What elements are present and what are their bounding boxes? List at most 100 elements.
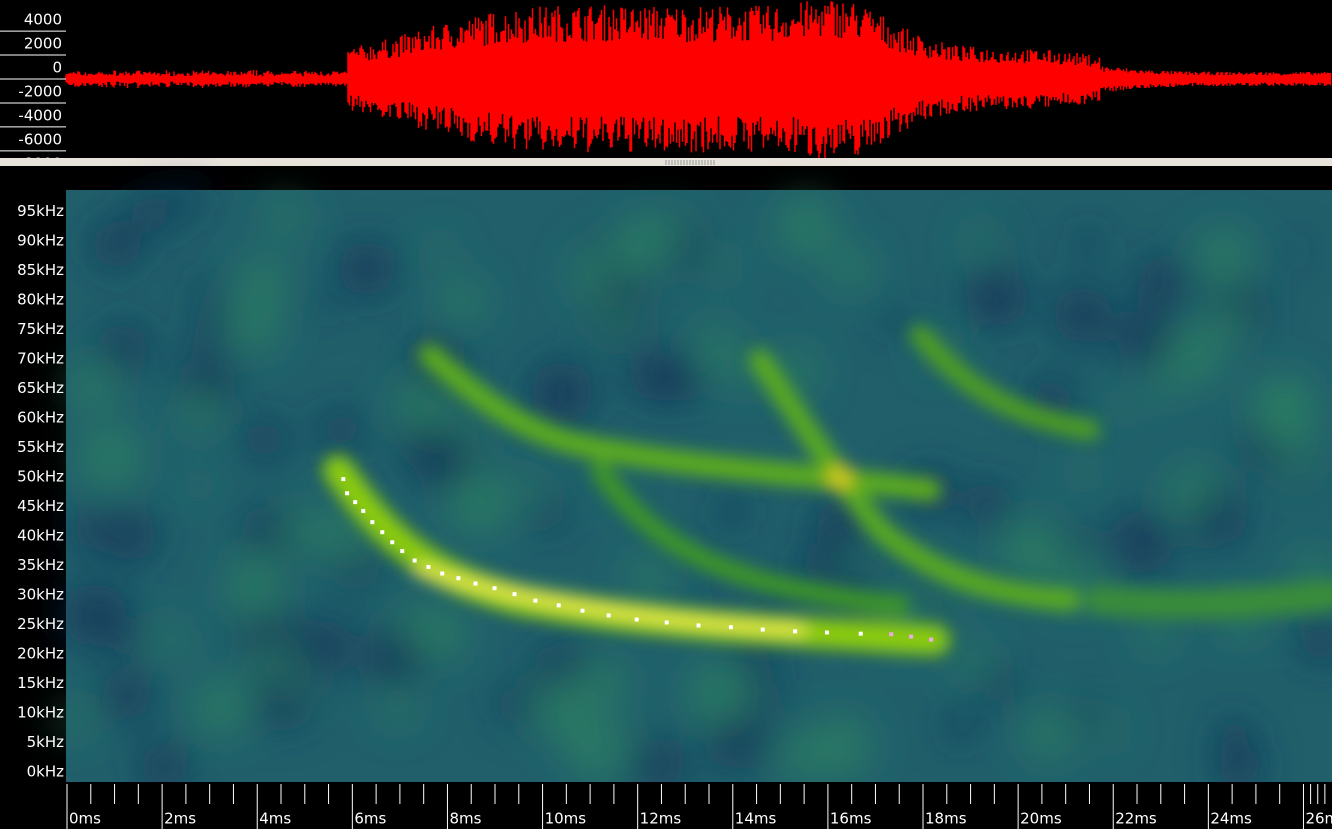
track-point — [426, 565, 431, 570]
noise-blob — [1025, 711, 1073, 759]
track-point — [760, 627, 765, 632]
x-tick-label: 24ms — [1210, 810, 1252, 828]
track-point — [473, 581, 478, 586]
noise-blob — [188, 475, 210, 497]
track-point — [533, 598, 538, 603]
noise-blob — [688, 593, 709, 614]
noise-blob — [323, 512, 372, 561]
track-point — [345, 491, 350, 496]
waveform-panel: 4000 2000 0 -2000 -4000 -6000 -8000 — [0, 1, 1332, 158]
x-tick-label: 0ms — [69, 810, 101, 828]
noise-blob — [80, 427, 141, 488]
noise-blob — [1055, 530, 1091, 566]
noise-blob — [616, 216, 672, 272]
y-tick-label: 80kHz — [17, 291, 64, 309]
noise-blob — [722, 355, 755, 389]
noise-blob — [91, 220, 141, 271]
noise-blob — [1215, 303, 1248, 335]
noise-blob — [69, 364, 116, 411]
noise-blob — [629, 556, 670, 597]
noise-blob — [754, 677, 785, 708]
x-tick-label: 8ms — [449, 810, 481, 828]
noise-blob — [1053, 286, 1112, 345]
noise-blob — [267, 198, 305, 236]
noise-blob — [944, 710, 978, 743]
noise-blob — [338, 240, 395, 298]
x-tick-label: 10ms — [545, 810, 587, 828]
noise-blob — [1215, 742, 1264, 790]
y-tick-label: 65kHz — [17, 379, 64, 397]
noise-blob — [193, 313, 229, 350]
noise-blob — [586, 237, 609, 260]
noise-blob — [1144, 375, 1172, 402]
y-tick-label: 45kHz — [17, 497, 64, 515]
noise-blob — [1196, 229, 1251, 284]
splitter-grip[interactable] — [665, 160, 715, 165]
noise-blob — [312, 293, 335, 316]
noise-blob — [228, 562, 282, 617]
noise-blob — [801, 540, 846, 585]
y-tick-label: 0 — [52, 59, 62, 77]
noise-blob — [1070, 701, 1103, 734]
call-energy — [323, 325, 1332, 655]
noise-blob — [838, 550, 866, 578]
noise-blob — [533, 681, 589, 737]
noise-blob — [1117, 309, 1175, 368]
y-tick-label: -4000 — [18, 106, 62, 124]
track-point — [858, 631, 863, 636]
noise-blob — [394, 376, 455, 436]
noise-blob — [71, 510, 112, 552]
y-tick-label: 55kHz — [17, 438, 64, 456]
track-point — [793, 629, 798, 634]
noise-blob — [139, 741, 190, 793]
track-point — [341, 477, 346, 482]
noise-blob — [287, 680, 310, 702]
y-tick-label: 70kHz — [17, 350, 64, 368]
y-tick-label: 50kHz — [17, 468, 64, 486]
noise-blob — [1260, 393, 1312, 445]
x-tick-label: 14ms — [735, 810, 777, 828]
y-tick-label: 0kHz — [27, 763, 65, 781]
track-point — [492, 586, 497, 591]
noise-blob — [1189, 489, 1247, 546]
noise-blob — [708, 251, 734, 278]
x-tick-label: 16ms — [830, 810, 872, 828]
noise-blob — [1073, 228, 1103, 258]
noise-blob — [880, 307, 907, 335]
waveform-trace — [65, 1, 1332, 158]
noise-blob — [632, 739, 685, 792]
noise-blob — [190, 275, 218, 302]
time-axis — [66, 782, 1332, 829]
noise-blob — [441, 279, 484, 322]
noise-blob — [735, 641, 771, 677]
track-point — [696, 623, 701, 628]
noise-blob — [1162, 326, 1222, 386]
noise-blob — [965, 482, 1011, 528]
y-tick-label: 20kHz — [17, 645, 64, 663]
track-point — [664, 620, 669, 625]
noise-blob — [598, 297, 637, 336]
x-tick-label: 2ms — [164, 810, 196, 828]
noise-blob — [689, 663, 750, 724]
track-point — [824, 630, 829, 635]
noise-blob — [244, 418, 287, 462]
y-tick-label: 40kHz — [17, 527, 64, 545]
noise-blob — [229, 302, 280, 353]
noise-blob — [628, 352, 677, 401]
track-point — [440, 571, 445, 576]
y-tick-label: 15kHz — [17, 674, 64, 692]
noise-blob — [243, 507, 293, 557]
noise-blob — [104, 509, 158, 563]
noise-blob — [996, 219, 1018, 241]
noise-blob — [497, 684, 537, 724]
noise-texture — [58, 185, 1332, 793]
x-tick-label: 12ms — [640, 810, 682, 828]
y-tick-label: -2000 — [18, 82, 62, 100]
noise-blob — [1136, 255, 1190, 308]
noise-blob — [811, 716, 871, 776]
track-point — [580, 608, 585, 613]
track-point — [889, 632, 894, 637]
noise-blob — [98, 322, 150, 374]
noise-blob — [777, 198, 835, 255]
